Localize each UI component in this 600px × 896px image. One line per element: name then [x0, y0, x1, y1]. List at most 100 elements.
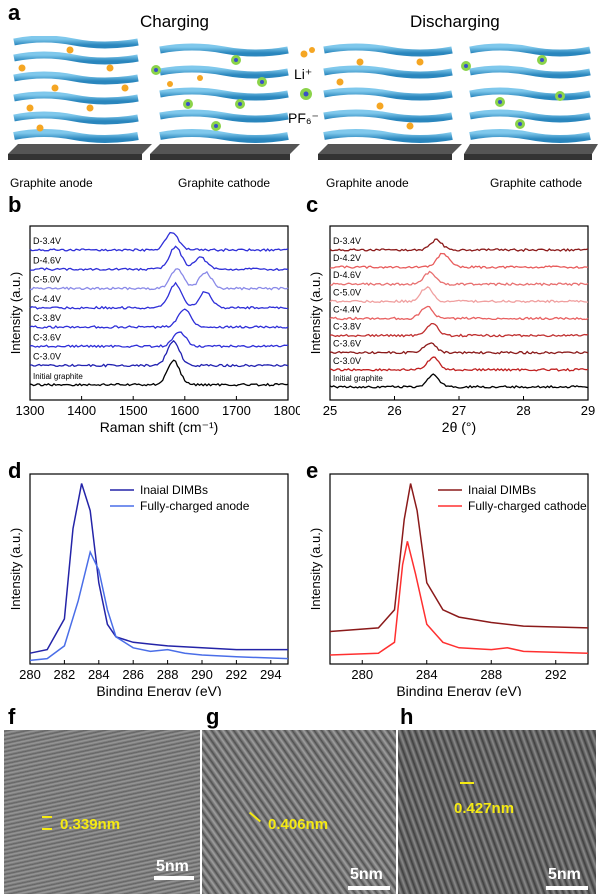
x-tick-label: 294	[260, 667, 282, 682]
x-tick-label: 26	[387, 403, 401, 418]
spectrum-line	[29, 268, 289, 291]
xps-line	[329, 483, 589, 633]
series-label: C-5.0V	[33, 275, 61, 285]
label-graphite-cathode-2: Graphite cathode	[490, 176, 583, 190]
series-label: C-3.6V	[333, 339, 361, 349]
series-label: Initial graphite	[333, 374, 383, 383]
x-tick-label: 284	[416, 667, 438, 682]
series-label: C-4.4V	[333, 304, 361, 314]
lattice-spacing-f: 0.339nm	[60, 816, 121, 833]
plot-frame	[329, 473, 589, 665]
series-label: C-4.4V	[33, 294, 61, 304]
spectrum-line	[329, 270, 589, 287]
lattice-spacing-g: 0.406nm	[268, 816, 329, 833]
panel-label-a: a	[8, 0, 21, 25]
scale-label-f: 5nm	[156, 858, 189, 875]
spectrum-line	[30, 339, 289, 368]
charging-title: Charging	[140, 12, 209, 31]
spectrum-line	[329, 252, 589, 270]
legend-entry: Inaial DIMBs	[140, 483, 208, 497]
series-label: C-3.8V	[33, 313, 61, 323]
discharging-title: Discharging	[410, 12, 500, 31]
series-label: Initial graphite	[33, 372, 83, 381]
x-tick-label: 292	[545, 667, 567, 682]
x-tick-label: 288	[157, 667, 179, 682]
x-tick-label: 282	[54, 667, 76, 682]
x-tick-label: 1600	[170, 403, 199, 418]
spectrum-line	[329, 373, 589, 389]
x-tick-label: 28	[516, 403, 530, 418]
spectrum-line	[329, 238, 589, 252]
series-label: D-4.6V	[33, 255, 61, 265]
x-tick-label: 288	[480, 667, 502, 682]
panel-label-d: d	[8, 458, 22, 483]
label-graphite-cathode-1: Graphite cathode	[178, 176, 271, 190]
spectrum-line	[329, 285, 589, 304]
lattice-spacing-h: 0.427nm	[454, 800, 515, 817]
label-graphite-anode-2: Graphite anode	[326, 176, 409, 190]
series-label: D-4.2V	[333, 253, 361, 263]
series-label: C-3.8V	[333, 322, 361, 332]
spectrum-line	[330, 342, 589, 355]
x-tick-label: 292	[226, 667, 248, 682]
x-tick-label: 280	[19, 667, 41, 682]
series-label: D-3.4V	[333, 236, 361, 246]
y-axis-label: Intensity (a.u.)	[8, 272, 23, 354]
tem-image-g: 0.406nm 5nm	[202, 730, 396, 894]
spectrum-line	[29, 308, 289, 329]
lattice-marker-h	[460, 782, 474, 784]
y-axis-label: Intensity (a.u.)	[308, 528, 323, 610]
x-tick-label: 286	[122, 667, 144, 682]
series-label: C-3.0V	[33, 352, 61, 362]
panel-label-g: g	[206, 704, 220, 729]
raman-chart: 1300 1400 1500 1600 1700 1800 Raman shift (cm⁻…	[8, 225, 300, 435]
panel-label-h: h	[400, 704, 414, 729]
y-axis-label: Intensity (a.u.)	[8, 528, 23, 610]
tem-image-h: 0.427nm 5nm	[398, 730, 596, 894]
x-tick-label: 290	[191, 667, 213, 682]
battery-schematic	[8, 36, 598, 160]
xps-line	[29, 549, 289, 662]
x-axis-label: 2θ (°)	[442, 419, 476, 435]
legend-entry: Fully-charged cathode	[468, 499, 587, 513]
spectrum-line	[29, 331, 289, 349]
legend-entry: Inaial DIMBs	[468, 483, 536, 497]
lattice-marker-g	[248, 811, 262, 823]
scale-bar-g	[348, 886, 390, 890]
panel-label-e: e	[306, 458, 319, 483]
lattice-marker-f	[42, 816, 52, 830]
x-tick-label: 284	[88, 667, 110, 682]
anode-stack-discharging	[318, 43, 462, 160]
x-tick-label: 25	[323, 403, 337, 418]
x-tick-label: 27	[452, 403, 466, 418]
scale-label-h: 5nm	[548, 866, 581, 883]
anode-stack-charging	[8, 36, 152, 160]
y-axis-label: Intensity (a.u.)	[308, 272, 323, 354]
spectrum-line	[329, 305, 589, 321]
scale-bar-h	[546, 886, 588, 890]
x-axis-label: Binding Energy (eV)	[96, 683, 221, 696]
panel-label-c: c	[306, 192, 319, 217]
series-label: D-4.6V	[333, 270, 361, 280]
plot-frame	[29, 473, 289, 665]
legend-entry: Fully-charged anode	[140, 499, 250, 513]
plot-frame	[29, 225, 289, 401]
x-tick-label: 1700	[222, 403, 251, 418]
li-ion-label: Li⁺	[294, 66, 313, 82]
spectrum-line	[329, 322, 589, 338]
x-tick-label: 1400	[67, 403, 96, 418]
xps-line	[329, 541, 589, 656]
spectrum-line	[29, 359, 289, 387]
x-tick-label: 29	[581, 403, 595, 418]
label-graphite-anode-1: Graphite anode	[10, 176, 93, 190]
spectrum-line	[29, 245, 289, 272]
x-tick-label: 1800	[274, 403, 300, 418]
scale-label-g: 5nm	[350, 866, 383, 883]
panel-label-f: f	[8, 704, 16, 729]
x-tick-label: 280	[351, 667, 373, 682]
x-tick-label: 1300	[16, 403, 45, 418]
spectrum-line	[329, 356, 589, 372]
x-tick-label: 1500	[119, 403, 148, 418]
ion-legend	[300, 47, 315, 100]
x-axis-label: Binding Energy (eV)	[396, 683, 521, 696]
